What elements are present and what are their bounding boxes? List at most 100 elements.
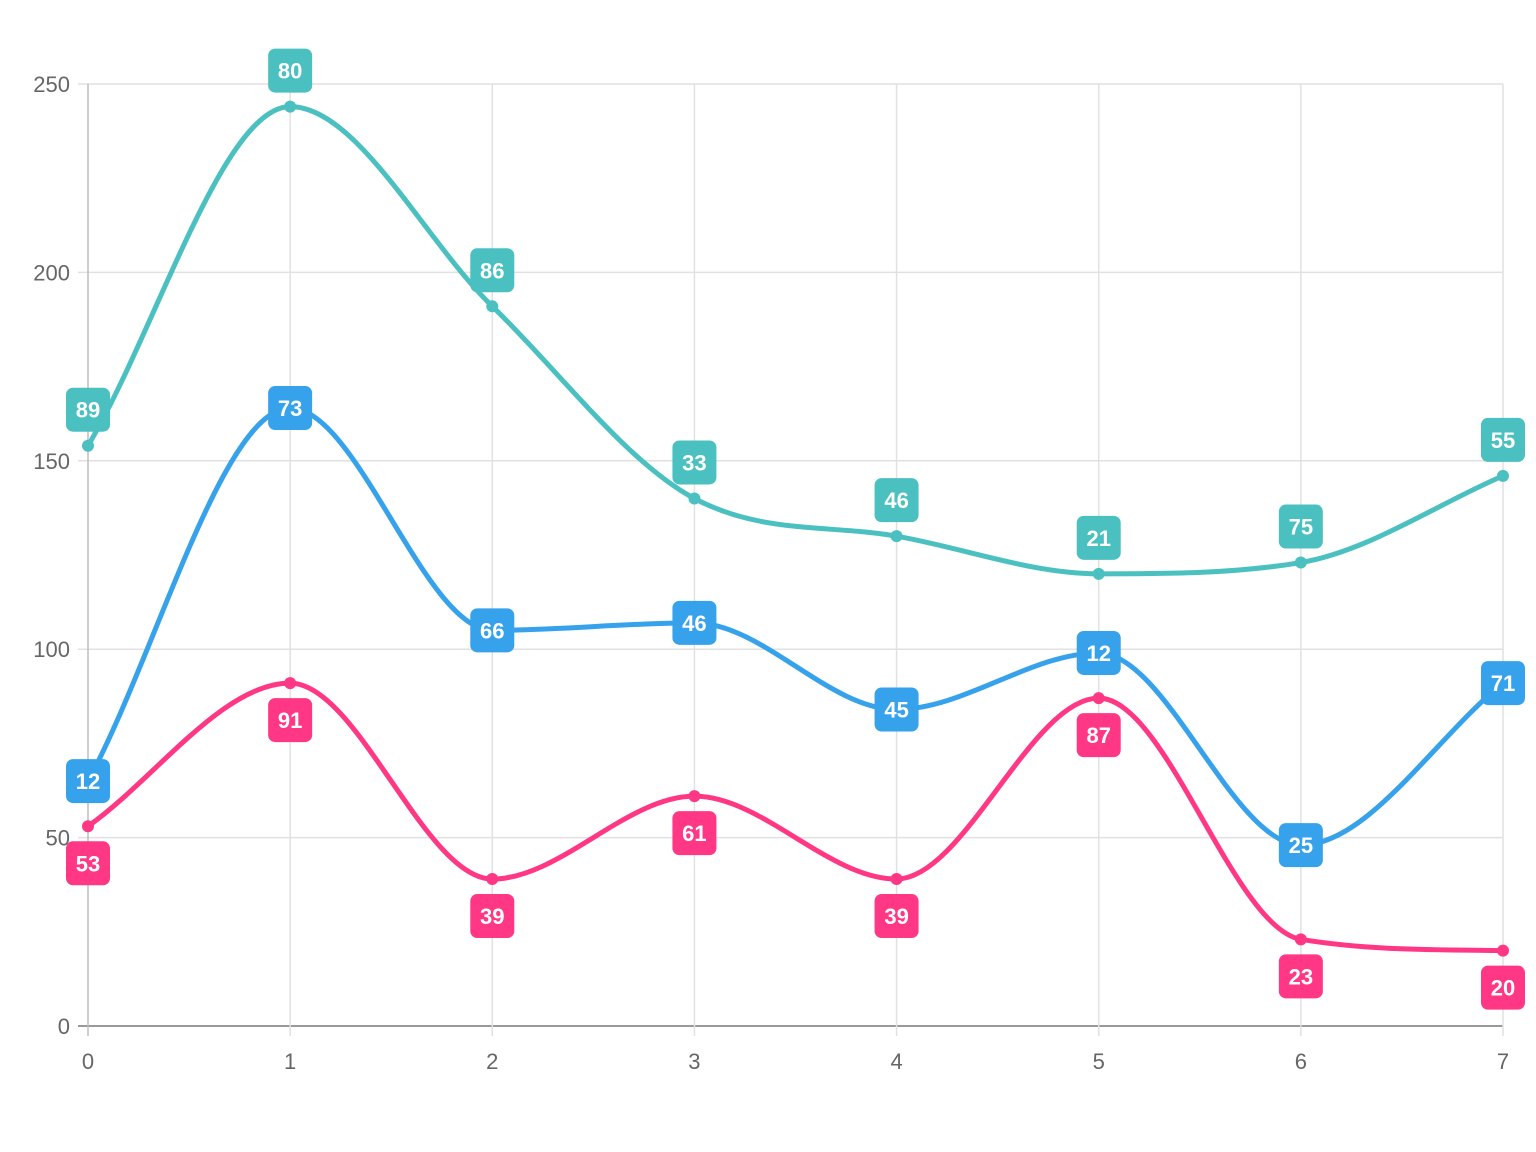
data-label-pink: 20 — [1481, 965, 1525, 1010]
data-point-teal — [1092, 567, 1105, 580]
data-label-pink: 91 — [268, 698, 313, 743]
x-tick-label: 3 — [688, 1049, 700, 1074]
data-label-teal: 33 — [672, 440, 717, 485]
data-point-teal — [1497, 469, 1509, 482]
y-tick-label: 0 — [58, 1014, 70, 1039]
data-label-text: 55 — [1491, 428, 1515, 453]
data-label-box — [66, 759, 110, 804]
x-tick-label: 2 — [486, 1049, 498, 1074]
data-label-teal: 75 — [1278, 504, 1323, 549]
data-label-box — [268, 48, 313, 93]
data-label-text: 21 — [1086, 526, 1110, 551]
data-label-text: 46 — [682, 611, 706, 636]
data-label-text: 61 — [682, 821, 706, 846]
data-label-text: 87 — [1086, 723, 1110, 748]
data-label-text: 20 — [1491, 976, 1515, 1001]
data-label-text: 86 — [480, 258, 504, 283]
data-label-text: 66 — [480, 618, 504, 643]
data-label-blue: 25 — [1278, 823, 1323, 868]
x-tick-label: 6 — [1295, 1049, 1307, 1074]
data-label-text: 91 — [278, 708, 302, 733]
data-label-text: 23 — [1289, 964, 1313, 989]
data-label-blue: 66 — [470, 608, 515, 653]
data-label-box — [672, 600, 717, 645]
data-label-text: 71 — [1491, 671, 1515, 696]
data-label-text: 39 — [480, 904, 504, 929]
data-label-text: 12 — [76, 769, 100, 794]
data-label-text: 75 — [1289, 515, 1313, 540]
data-point-pink — [82, 820, 94, 833]
data-label-text: 80 — [278, 59, 302, 84]
data-label-blue: 45 — [874, 687, 919, 732]
data-label-box — [470, 248, 515, 293]
data-label-teal: 89 — [66, 387, 110, 432]
data-label-box — [1278, 823, 1323, 868]
data-label-text: 73 — [278, 396, 302, 421]
data-label-box — [672, 811, 717, 856]
data-label-blue: 12 — [66, 759, 110, 804]
data-label-blue: 12 — [1076, 630, 1121, 675]
data-point-pink — [1294, 933, 1307, 946]
x-tick-label: 7 — [1497, 1049, 1509, 1074]
data-point-teal — [1294, 556, 1307, 569]
data-point-pink — [890, 873, 903, 886]
data-label-teal: 21 — [1076, 515, 1121, 560]
data-label-text: 33 — [682, 450, 706, 475]
x-tick-label: 4 — [890, 1049, 902, 1074]
y-tick-label: 150 — [33, 449, 70, 474]
data-label-teal: 55 — [1481, 417, 1525, 462]
data-point-pink — [688, 790, 701, 803]
data-label-teal: 80 — [268, 48, 313, 93]
data-point-teal — [82, 439, 94, 452]
data-point-teal — [890, 530, 903, 543]
data-point-pink — [1092, 692, 1105, 705]
y-tick-label: 50 — [46, 826, 70, 851]
data-label-pink: 53 — [66, 841, 110, 886]
data-label-box — [66, 387, 110, 432]
data-label-box — [1278, 954, 1323, 999]
data-label-text: 53 — [76, 851, 100, 876]
data-label-pink: 39 — [470, 894, 515, 939]
data-label-box — [1481, 417, 1525, 462]
data-label-text: 39 — [884, 904, 908, 929]
data-label-box — [874, 894, 919, 939]
data-label-box — [470, 894, 515, 939]
grid — [78, 83, 1504, 1036]
data-label-blue: 73 — [268, 386, 313, 431]
data-label-box — [470, 608, 515, 653]
data-label-teal: 46 — [874, 478, 919, 523]
data-point-pink — [284, 677, 297, 690]
y-tick-label: 250 — [33, 72, 70, 97]
y-tick-label: 200 — [33, 260, 70, 285]
data-label-box — [66, 841, 110, 886]
x-tick-label: 5 — [1093, 1049, 1105, 1074]
data-label-box — [1481, 661, 1525, 706]
data-point-teal — [688, 492, 701, 505]
data-point-pink — [1497, 944, 1509, 957]
data-label-blue: 46 — [672, 600, 717, 645]
data-point-pink — [486, 873, 499, 886]
data-label-box — [874, 687, 919, 732]
data-label-box — [1278, 504, 1323, 549]
data-label-teal: 86 — [470, 248, 515, 293]
data-labels: 53 91 39 61 39 87 23 20 12 73 66 46 45 12 25 71 89 80 86 33… — [66, 48, 1525, 1010]
data-label-pink: 39 — [874, 894, 919, 939]
data-label-box — [268, 386, 313, 431]
data-point-teal — [284, 100, 297, 113]
data-label-blue: 71 — [1481, 661, 1525, 706]
data-point-teal — [486, 300, 499, 313]
data-label-text: 89 — [76, 398, 100, 423]
series-line-pink — [85, 680, 1506, 954]
data-label-box — [1076, 630, 1121, 675]
y-tick-label: 100 — [33, 637, 70, 662]
data-label-pink: 87 — [1076, 713, 1121, 758]
data-label-box — [268, 698, 313, 743]
series-line-blue — [85, 405, 1506, 848]
data-label-pink: 61 — [672, 811, 717, 856]
data-label-box — [1076, 515, 1121, 560]
x-tick-label: 1 — [284, 1049, 296, 1074]
data-label-box — [874, 478, 919, 523]
